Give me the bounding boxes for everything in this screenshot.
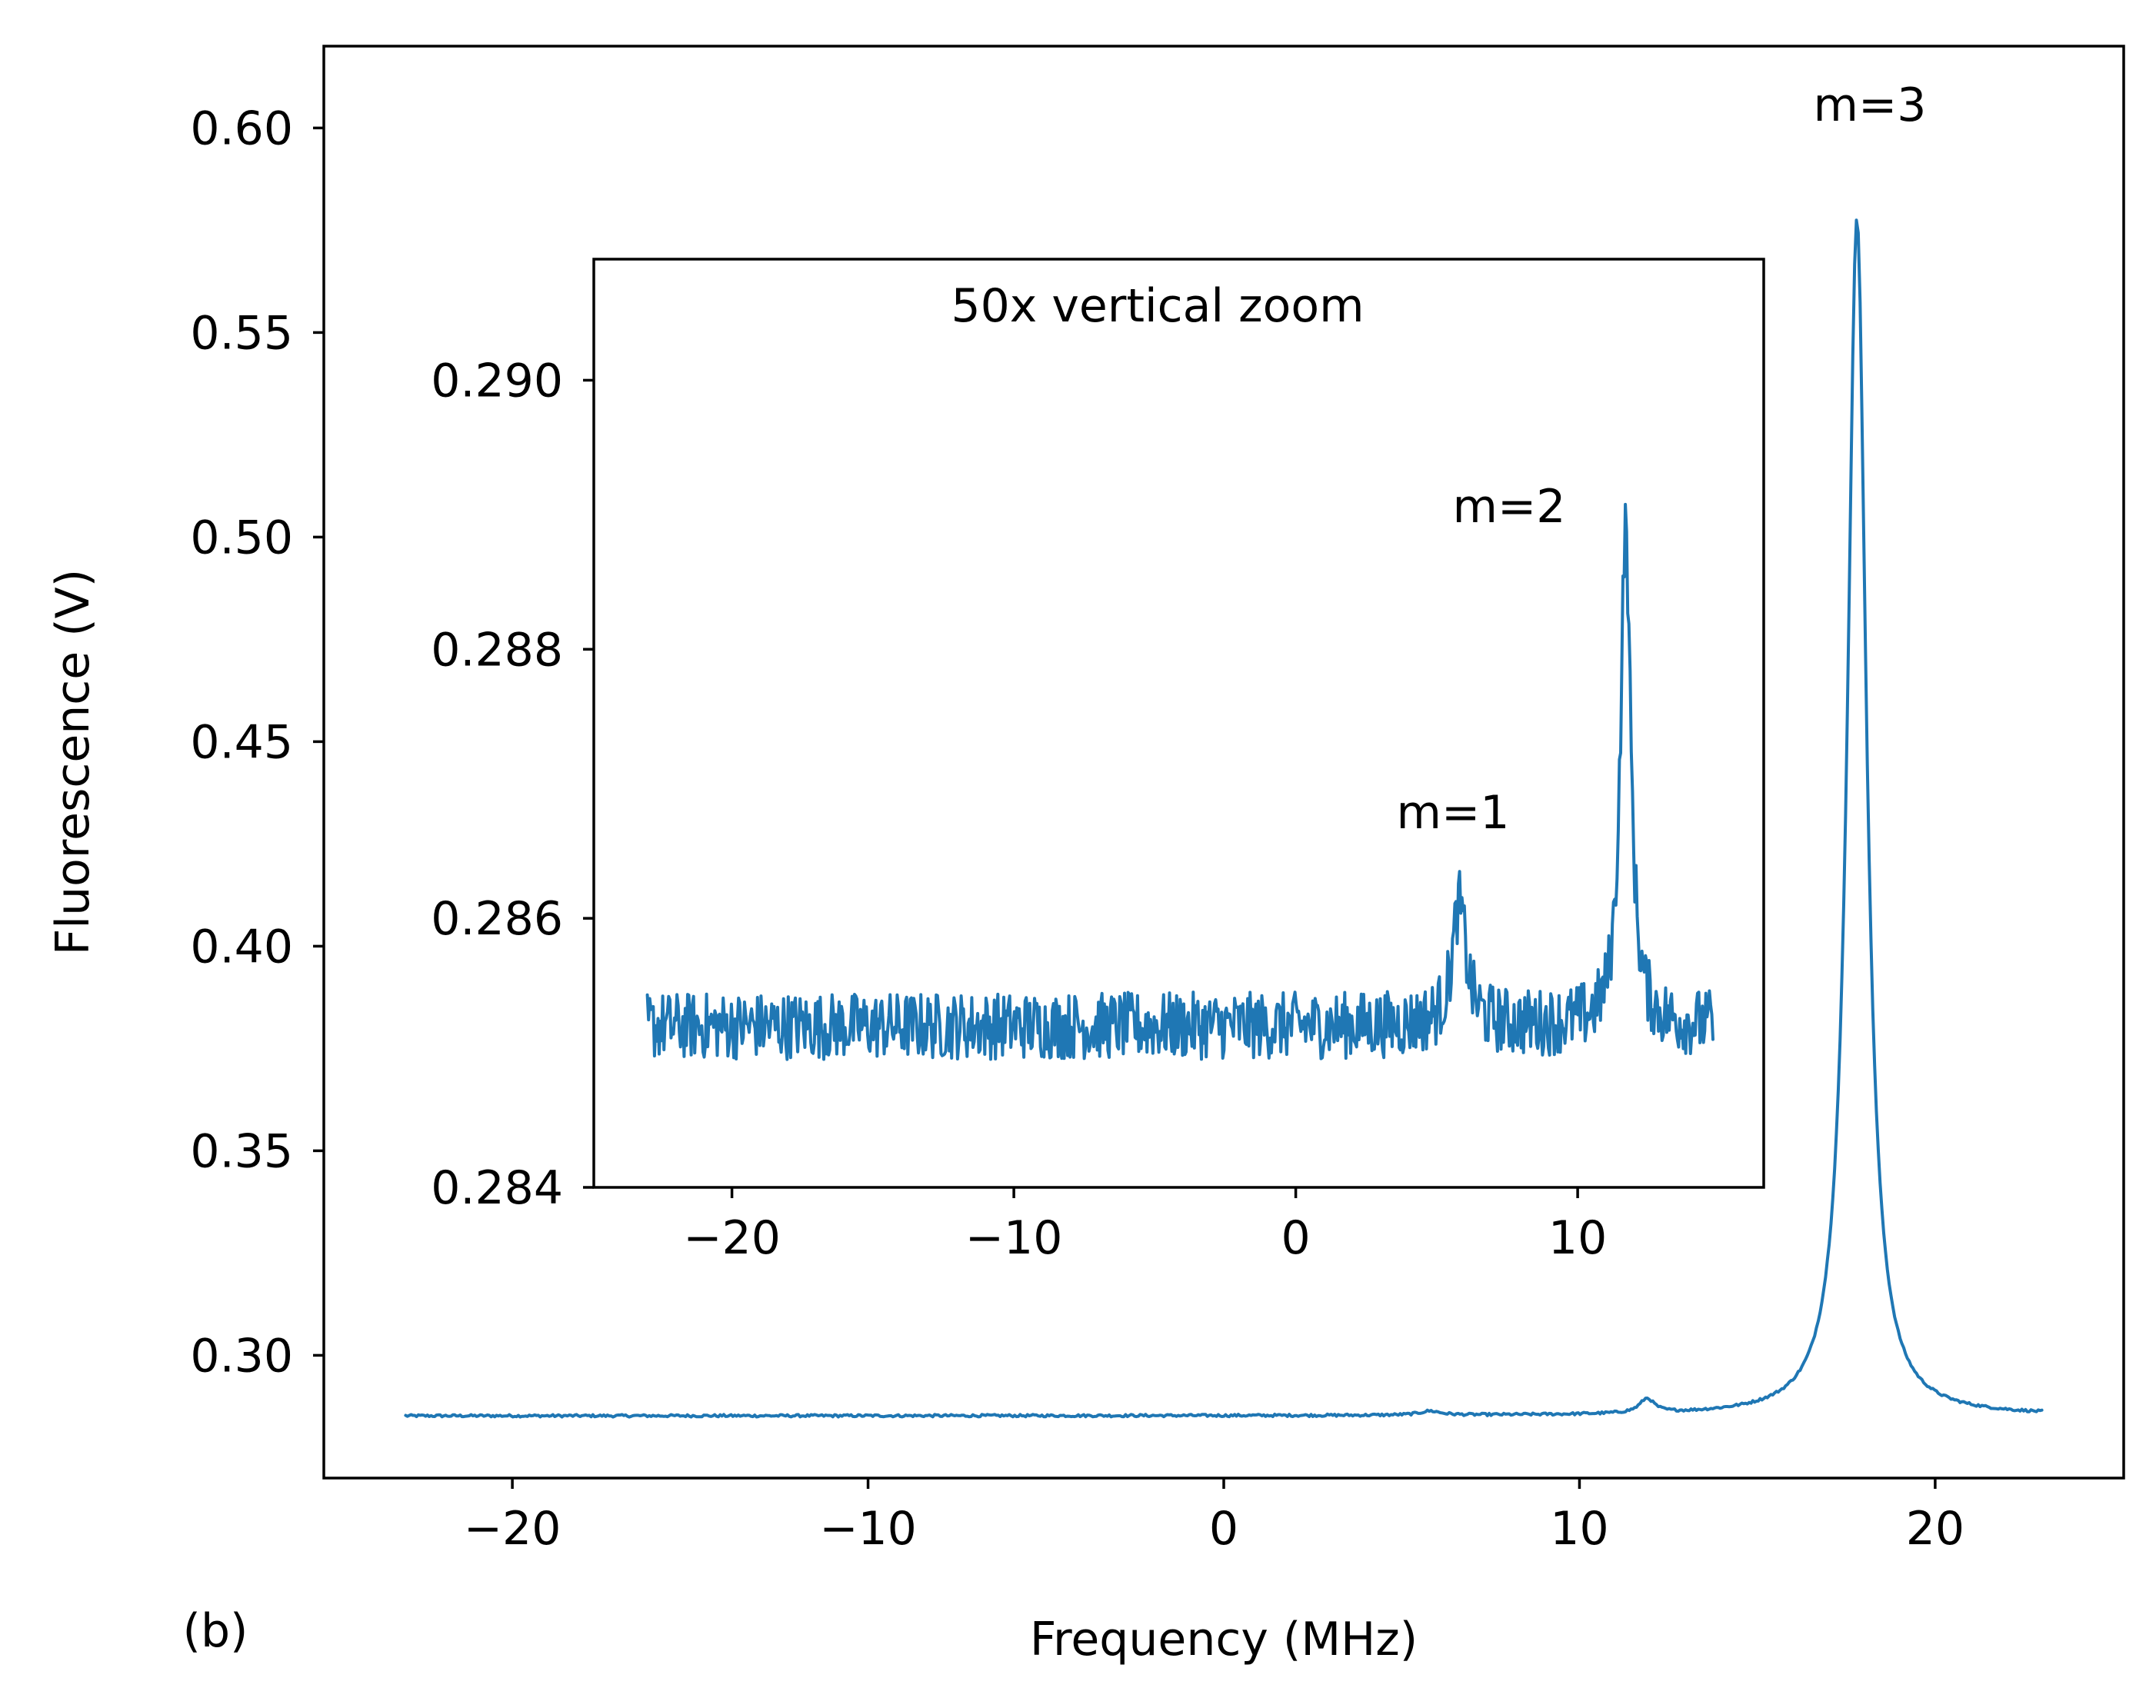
inset-y-tick-label: 0.290 [431, 354, 563, 408]
inset-x-ticks: −20 −10 0 10 [683, 1187, 1607, 1265]
inset-y-tick-label: 0.286 [431, 892, 563, 946]
main-y-axis-label: Fluorescence (V) [46, 569, 100, 955]
inset-axes: −20 −10 0 10 0.284 0.286 0.288 0.290 50x verti… [431, 258, 1765, 1265]
main-x-tick-label: 20 [1906, 1502, 1964, 1556]
annotation-m1: m=1 [1397, 786, 1510, 840]
main-y-tick-label: 0.30 [190, 1329, 293, 1383]
inset-x-tick-label: −20 [683, 1211, 781, 1265]
annotation-m2: m=2 [1453, 480, 1566, 534]
inset-y-tick-label: 0.288 [431, 623, 563, 677]
inset-y-ticks: 0.284 0.286 0.288 0.290 [431, 354, 594, 1215]
main-x-tick-label: −20 [464, 1502, 561, 1556]
main-y-tick-label: 0.40 [190, 920, 293, 974]
main-x-axis-label: Frequency (MHz) [1030, 1613, 1418, 1666]
main-axes: −20 −10 0 10 20 0.30 0.35 0.40 0.45 0.50 0.55 0.60… [46, 45, 2125, 1666]
inset-x-tick-label: 0 [1281, 1211, 1311, 1265]
panel-label: (b) [183, 1604, 248, 1658]
main-series-line [404, 218, 2044, 1419]
inset-plot-frame [592, 258, 1765, 1189]
inset-x-tick-label: 10 [1548, 1211, 1607, 1265]
main-y-tick-label: 0.50 [190, 511, 293, 564]
inset-series-line [645, 502, 1714, 1061]
inset-title: 50x vertical zoom [951, 279, 1364, 333]
main-y-ticks: 0.30 0.35 0.40 0.45 0.50 0.55 0.60 [190, 102, 324, 1383]
main-x-tick-label: −10 [819, 1502, 917, 1556]
inset-y-tick-label: 0.284 [431, 1161, 563, 1215]
main-x-ticks: −20 −10 0 10 20 [464, 1478, 1964, 1556]
main-y-tick-label: 0.60 [190, 102, 293, 155]
main-y-tick-label: 0.55 [190, 306, 293, 360]
annotation-m3: m=3 [1814, 78, 1927, 132]
main-y-tick-label: 0.35 [190, 1124, 293, 1178]
main-y-tick-label: 0.45 [190, 715, 293, 769]
main-x-tick-label: 0 [1209, 1502, 1238, 1556]
main-x-tick-label: 10 [1550, 1502, 1608, 1556]
inset-x-tick-label: −10 [965, 1211, 1063, 1265]
